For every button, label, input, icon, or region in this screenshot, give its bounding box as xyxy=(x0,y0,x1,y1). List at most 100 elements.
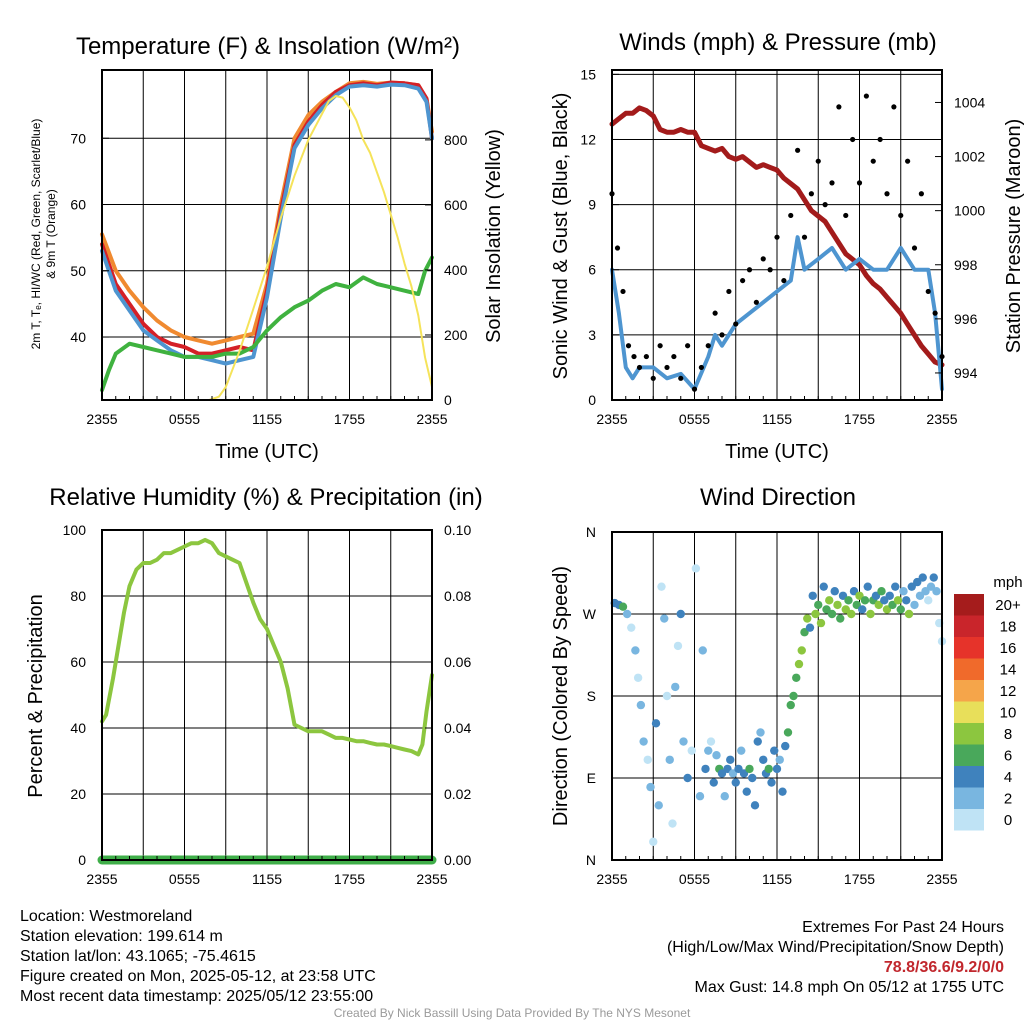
legend-title: mph xyxy=(993,574,1022,591)
humidity-title: Relative Humidity (%) & Precipitation (i… xyxy=(49,484,482,511)
x-tick-label: 0555 xyxy=(679,871,710,887)
gust-point xyxy=(620,288,626,295)
direction-point xyxy=(622,609,632,619)
gust-point xyxy=(808,191,814,197)
x-tick-label: 0555 xyxy=(169,411,200,427)
temperature-plot-frame xyxy=(101,69,433,401)
elevation-text: Station elevation: 199.614 m xyxy=(20,928,223,945)
gust-point xyxy=(650,375,656,381)
figure: Temperature (F) & Insolation (W/m²) Time… xyxy=(25,29,1024,887)
y-tick-label-right: 0.08 xyxy=(444,588,471,604)
legend-swatch xyxy=(954,787,984,809)
direction-point xyxy=(891,582,900,591)
direction-point xyxy=(636,700,646,710)
y-tick-label-left: 60 xyxy=(70,197,86,213)
gust-point xyxy=(815,158,821,164)
y-tick-label-right: 0.04 xyxy=(444,720,471,736)
extremes-title: Extremes For Past 24 Hours xyxy=(802,919,1004,936)
y-tick-label-left: 3 xyxy=(588,327,596,343)
legend-label: 4 xyxy=(1004,769,1012,786)
direction-point xyxy=(639,737,648,746)
y-tick-label-left: 80 xyxy=(70,588,86,604)
legend-swatch xyxy=(954,594,984,616)
gust-point xyxy=(698,364,704,371)
y-tick-label-left: 50 xyxy=(70,263,86,279)
legend-label: 10 xyxy=(1000,705,1017,722)
latlon-text: Station lat/lon: 43.1065; -75.4615 xyxy=(20,948,256,965)
direction-point xyxy=(805,623,815,632)
direction-point xyxy=(825,596,834,605)
y-tick-label-right: 996 xyxy=(954,311,978,327)
gust-point xyxy=(636,364,643,371)
gust-point xyxy=(719,332,725,338)
direction-ylabel-left: Direction (Colored By Speed) xyxy=(550,566,572,826)
direction-point xyxy=(893,596,903,605)
x-tick-label: 1155 xyxy=(252,411,282,427)
extremes-info: Extremes For Past 24 Hours (High/Low/Max… xyxy=(667,918,1004,998)
direction-point xyxy=(660,614,669,623)
legend-swatch xyxy=(954,658,984,680)
x-tick-label: 2355 xyxy=(596,871,627,887)
gust-point xyxy=(746,267,753,273)
series-line-3 xyxy=(100,255,434,393)
x-tick-label: 2355 xyxy=(416,871,447,887)
y-tick-label-right: 200 xyxy=(444,327,468,343)
recent-data-text: Most recent data timestamp: 2025/05/12 2… xyxy=(20,988,374,1005)
direction-point xyxy=(775,755,784,764)
direction-point xyxy=(830,587,839,596)
direction-panel: Wind Direction Direction (Colored By Spe… xyxy=(550,484,1023,887)
temperature-title: Temperature (F) & Insolation (W/m²) xyxy=(76,33,460,60)
humidity-grid xyxy=(102,530,432,860)
speed-legend: 20+ 18 16 14 12 10 8 6 4 2 0 xyxy=(954,594,1021,831)
humidity-plot-frame xyxy=(101,529,433,861)
direction-point xyxy=(836,614,845,623)
x-tick-label: 1155 xyxy=(252,871,282,887)
legend-label: 8 xyxy=(1004,726,1012,743)
direction-point xyxy=(924,596,933,605)
direction-point xyxy=(745,764,754,774)
gust-point xyxy=(856,180,863,186)
y-tick-label: E xyxy=(587,770,596,786)
direction-point xyxy=(731,778,740,787)
legend-swatch xyxy=(954,723,984,745)
y-tick-label-left: 70 xyxy=(70,130,86,146)
direction-point xyxy=(899,587,908,596)
y-tick-label: S xyxy=(587,688,596,704)
y-tick-label-right: 0.06 xyxy=(444,654,471,670)
legend-label: 14 xyxy=(1000,662,1017,679)
temperature-ylabel-right: Solar Insolation (Yellow) xyxy=(483,129,505,343)
gust-point xyxy=(614,245,621,251)
gust-point xyxy=(870,158,876,164)
direction-point xyxy=(910,600,919,610)
legend-swatch xyxy=(954,637,984,659)
direction-point xyxy=(673,641,683,651)
y-tick-label-left: 100 xyxy=(63,522,87,538)
gust-point xyxy=(911,245,918,251)
direction-point xyxy=(679,737,688,746)
direction-point xyxy=(742,787,751,796)
direction-point xyxy=(932,587,941,596)
gust-point xyxy=(774,234,780,240)
y-tick-label-left: 6 xyxy=(588,262,596,278)
y-tick-label: W xyxy=(583,606,597,622)
series-line-4 xyxy=(101,95,433,401)
direction-point xyxy=(704,746,713,755)
direction-point xyxy=(726,755,735,764)
gust-point xyxy=(631,353,637,360)
direction-point xyxy=(701,764,710,774)
credit-text: Created By Nick Bassill Using Data Provi… xyxy=(333,1006,691,1020)
direction-point xyxy=(858,605,867,614)
direction-point xyxy=(720,792,729,801)
temperature-ticks: 2355 0555 1155 1755 2355 40 50 60 70 0 200 400 600 80… xyxy=(70,130,467,427)
winds-ylabel-right: Station Pressure (Maroon) xyxy=(1003,119,1024,354)
direction-point xyxy=(819,582,828,591)
direction-point xyxy=(783,728,793,737)
direction-point xyxy=(811,609,820,619)
direction-point xyxy=(671,682,680,692)
winds-xlabel: Time (UTC) xyxy=(725,441,829,463)
direction-title: Wind Direction xyxy=(700,484,856,511)
gust-point xyxy=(843,212,849,219)
y-tick-label-left: 15 xyxy=(580,66,596,82)
y-tick-label-left: 0 xyxy=(588,392,596,408)
y-tick-label-right: 1000 xyxy=(954,203,985,219)
